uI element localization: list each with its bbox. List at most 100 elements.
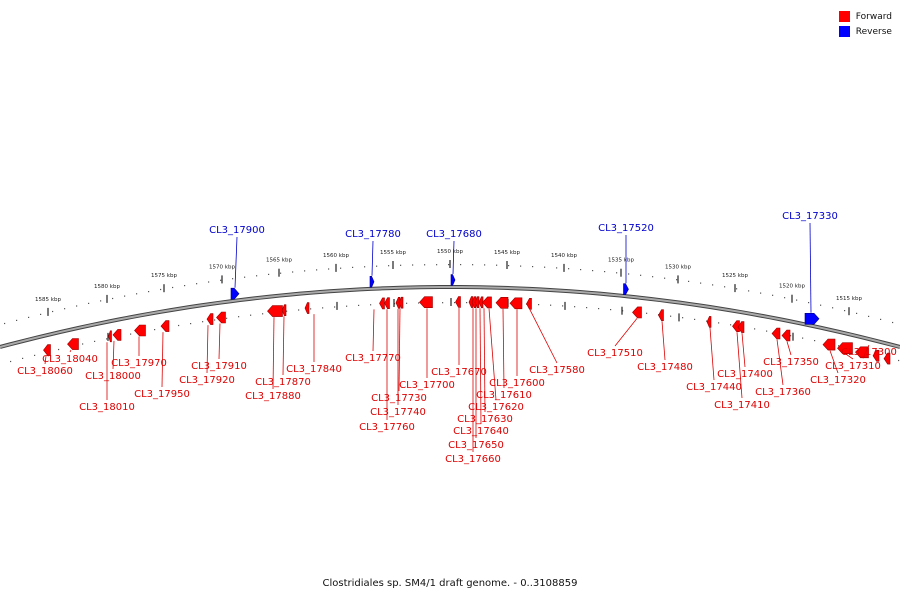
gene-label[interactable]: CL3_17670 (431, 367, 487, 378)
scale-dot (124, 295, 126, 297)
gene-label[interactable]: CL3_17920 (179, 375, 235, 386)
gene-arrow-cl3-17300[interactable] (855, 346, 869, 359)
gene-label[interactable]: CL3_17580 (529, 365, 585, 376)
gene-label[interactable]: CL3_17770 (345, 353, 401, 364)
gene-arrow-cl3-17780[interactable] (369, 275, 375, 288)
tick-label: 1530 kbp (665, 264, 691, 270)
tick-label: 1560 kbp (323, 253, 349, 259)
gene-arrow-cl3-18040[interactable] (67, 338, 79, 350)
gene-arrow-cl3-17900[interactable] (230, 287, 240, 300)
gene-arrow-cl3-17660[interactable] (468, 296, 474, 308)
gene-arrow-cl3-17840[interactable] (304, 302, 310, 314)
gene-label[interactable]: CL3_17410 (714, 400, 770, 411)
tick-label: 1565 kbp (266, 258, 292, 264)
gene-label[interactable]: CL3_18040 (42, 354, 98, 365)
gene-label[interactable]: CL3_17760 (359, 422, 415, 433)
gene-label[interactable]: CL3_17870 (255, 377, 311, 388)
gene-label[interactable]: CL3_17640 (453, 426, 509, 437)
gene-arrow-cl3-17700[interactable] (419, 296, 433, 309)
gene-label[interactable]: CL3_17520 (598, 223, 654, 234)
gene-label[interactable]: CL3_17610 (476, 390, 532, 401)
scale-dot (712, 284, 714, 286)
scale-dot (550, 304, 552, 306)
gene-arrow-cl3-17520[interactable] (623, 283, 629, 296)
gene-arrow-cl3-17730[interactable] (398, 296, 404, 309)
gene-arrow-cl3-17670[interactable] (455, 296, 461, 308)
gene-arrow-cl3-17920[interactable] (206, 313, 214, 325)
gene-label[interactable]: CL3_17880 (245, 391, 301, 402)
gene-arrow-cl3-17480[interactable] (658, 309, 664, 322)
scale-dot (64, 308, 66, 310)
gene-label[interactable]: CL3_17700 (399, 380, 455, 391)
gene-arrow-cl3-17880[interactable] (267, 305, 283, 317)
gene-label[interactable]: CL3_17440 (686, 382, 742, 393)
gene-arrow-cl3-17760[interactable] (384, 297, 390, 310)
gene-label[interactable]: CL3_17680 (426, 229, 482, 240)
scale-dot (190, 323, 192, 325)
gene-arrow-cl3-17870[interactable] (281, 304, 287, 317)
gene-label[interactable]: CL3_18060 (17, 366, 73, 377)
gene-label[interactable]: CL3_17350 (763, 357, 819, 368)
gene-arrow-cl3-17350[interactable] (781, 329, 791, 342)
gene-arrow-cl3-17360[interactable] (771, 327, 781, 340)
gene-arrow-cl3-17950[interactable] (160, 320, 170, 332)
gene-arrow-cl3-17600[interactable] (509, 297, 523, 310)
gene-arrow-cl3-17580[interactable] (526, 297, 532, 310)
gene-arrow-cl3-17400[interactable] (737, 321, 745, 333)
gene-label[interactable]: CL3_17900 (209, 225, 265, 236)
gene-label[interactable]: CL3_17740 (370, 407, 426, 418)
gene-label[interactable]: CL3_17510 (587, 348, 643, 359)
gene-arrow-cl3-17630[interactable] (478, 296, 484, 309)
gene-label[interactable]: CL3_17330 (782, 211, 838, 222)
gene-arrow-cl3-17290[interactable] (872, 349, 880, 362)
gene-label[interactable]: CL3_17840 (286, 364, 342, 375)
gene-label[interactable]: CL3_18000 (85, 371, 141, 382)
gene-label[interactable]: CL3_17360 (755, 387, 811, 398)
gene-arrow-cl3-17640[interactable] (474, 296, 480, 309)
gene-arrow-cl3-17770[interactable] (379, 297, 385, 310)
gene-label[interactable]: CL3_17970 (111, 358, 167, 369)
gene-label[interactable]: CL3_17620 (468, 402, 524, 413)
gene-label[interactable]: CL3_17310 (825, 361, 881, 372)
scale-dot (718, 322, 720, 324)
gene-label[interactable]: CL3_17950 (134, 389, 190, 400)
gene-arrow-cl3-17320[interactable] (822, 338, 836, 351)
gene-arrow-cl3-17680[interactable] (450, 274, 456, 286)
gene-label[interactable]: CL3_17780 (345, 229, 401, 240)
gene-arrow-cl3-17280[interactable] (883, 352, 891, 365)
gene-arrow-cl3-17510[interactable] (632, 306, 642, 319)
gene-label[interactable]: CL3_17650 (448, 440, 504, 451)
gene-arrow-cl3-17620[interactable] (482, 296, 492, 309)
scale-dot (652, 276, 654, 278)
gene-label[interactable]: CL3_18010 (79, 402, 135, 413)
gene-arrow-cl3-17330[interactable] (804, 312, 820, 325)
scale-dot (574, 306, 576, 308)
scale-dot (562, 305, 564, 307)
gene-label[interactable]: CL3_17910 (191, 361, 247, 372)
gene-arrow-cl3-17740[interactable] (395, 296, 401, 309)
gene-label[interactable]: CL3_17630 (457, 414, 513, 425)
gene-arrow-cl3-17650[interactable] (471, 296, 477, 309)
gene-label[interactable]: CL3_17300 (841, 347, 897, 358)
gene-label[interactable]: CL3_17400 (717, 369, 773, 380)
gene-arrow-cl3-17610[interactable] (495, 296, 509, 309)
scale-dot (688, 280, 690, 282)
scale-dot (706, 320, 708, 322)
gene-label[interactable]: CL3_17730 (371, 393, 427, 404)
scale-dot (316, 269, 318, 271)
gene-arrow-cl3-18060[interactable] (43, 344, 51, 356)
gene-label[interactable]: CL3_17660 (445, 454, 501, 465)
scale-dot (340, 267, 342, 269)
scale-dot (676, 279, 678, 281)
gene-arrow-cl3-17910[interactable] (216, 311, 226, 324)
gene-arrow-cl3-18010[interactable] (108, 330, 112, 343)
gene-arrow-cl3-17440[interactable] (706, 316, 712, 328)
gene-arrow-cl3-17310[interactable] (837, 342, 853, 355)
gene-arrow-cl3-18000[interactable] (112, 329, 122, 341)
scale-dot (766, 330, 768, 332)
gene-label[interactable]: CL3_17600 (489, 378, 545, 389)
gene-label[interactable]: CL3_17320 (810, 375, 866, 386)
scale-dot (460, 264, 462, 266)
gene-label[interactable]: CL3_17480 (637, 362, 693, 373)
gene-arrow-cl3-17970[interactable] (134, 324, 146, 337)
